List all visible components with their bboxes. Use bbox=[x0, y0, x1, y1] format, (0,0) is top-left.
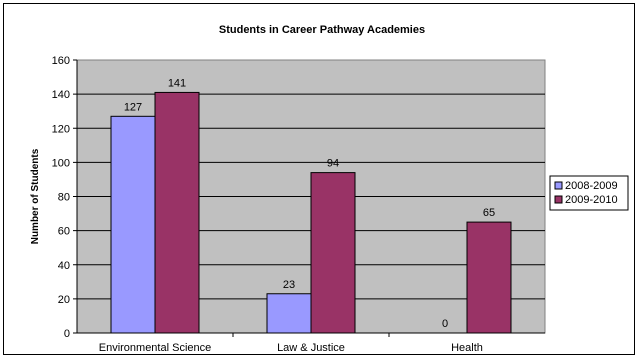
y-tick-label: 100 bbox=[52, 157, 70, 169]
y-axis-ticks: 0 20 40 60 80 100 120 140 160 bbox=[52, 55, 545, 340]
legend-swatch bbox=[554, 181, 563, 190]
bar-2009-2010-2 bbox=[466, 221, 512, 334]
data-label: 141 bbox=[168, 77, 186, 89]
bar-2009-2010-0 bbox=[154, 91, 200, 334]
y-tick-label: 80 bbox=[58, 192, 70, 204]
bar-2008-2009-1 bbox=[266, 293, 312, 334]
data-label: 127 bbox=[124, 101, 142, 113]
x-tick-label: Environmental Science bbox=[99, 342, 212, 354]
bars bbox=[110, 91, 512, 334]
chart-title: Students in Career Pathway Academies bbox=[219, 24, 425, 36]
bar-2009-2010-1 bbox=[310, 172, 356, 334]
data-label: 0 bbox=[442, 318, 448, 330]
y-tick-label: 140 bbox=[52, 89, 70, 101]
x-axis-ticks: Environmental Science Law & Justice Health bbox=[99, 333, 483, 354]
y-tick-label: 40 bbox=[58, 260, 70, 272]
y-axis-label: Number of Students bbox=[30, 148, 41, 244]
legend: 2008-2009 2009-2010 bbox=[549, 175, 629, 211]
legend-swatch bbox=[554, 195, 563, 204]
data-labels: 127 141 23 94 0 65 bbox=[124, 77, 495, 330]
legend-label: 2008-2009 bbox=[565, 180, 618, 192]
y-tick-label: 20 bbox=[58, 294, 70, 306]
y-tick-label: 120 bbox=[52, 123, 70, 135]
legend-box bbox=[549, 175, 629, 211]
y-tick-label: 160 bbox=[52, 55, 70, 67]
legend-label: 2009-2010 bbox=[565, 194, 618, 206]
bar-2008-2009-0 bbox=[110, 115, 156, 334]
data-label: 65 bbox=[483, 207, 495, 219]
y-tick-label: 60 bbox=[58, 226, 70, 238]
data-label: 94 bbox=[327, 158, 339, 170]
x-tick-label: Law & Justice bbox=[277, 342, 345, 354]
y-tick-label: 0 bbox=[64, 328, 70, 340]
x-tick-label: Health bbox=[451, 342, 483, 354]
data-label: 23 bbox=[283, 279, 295, 291]
